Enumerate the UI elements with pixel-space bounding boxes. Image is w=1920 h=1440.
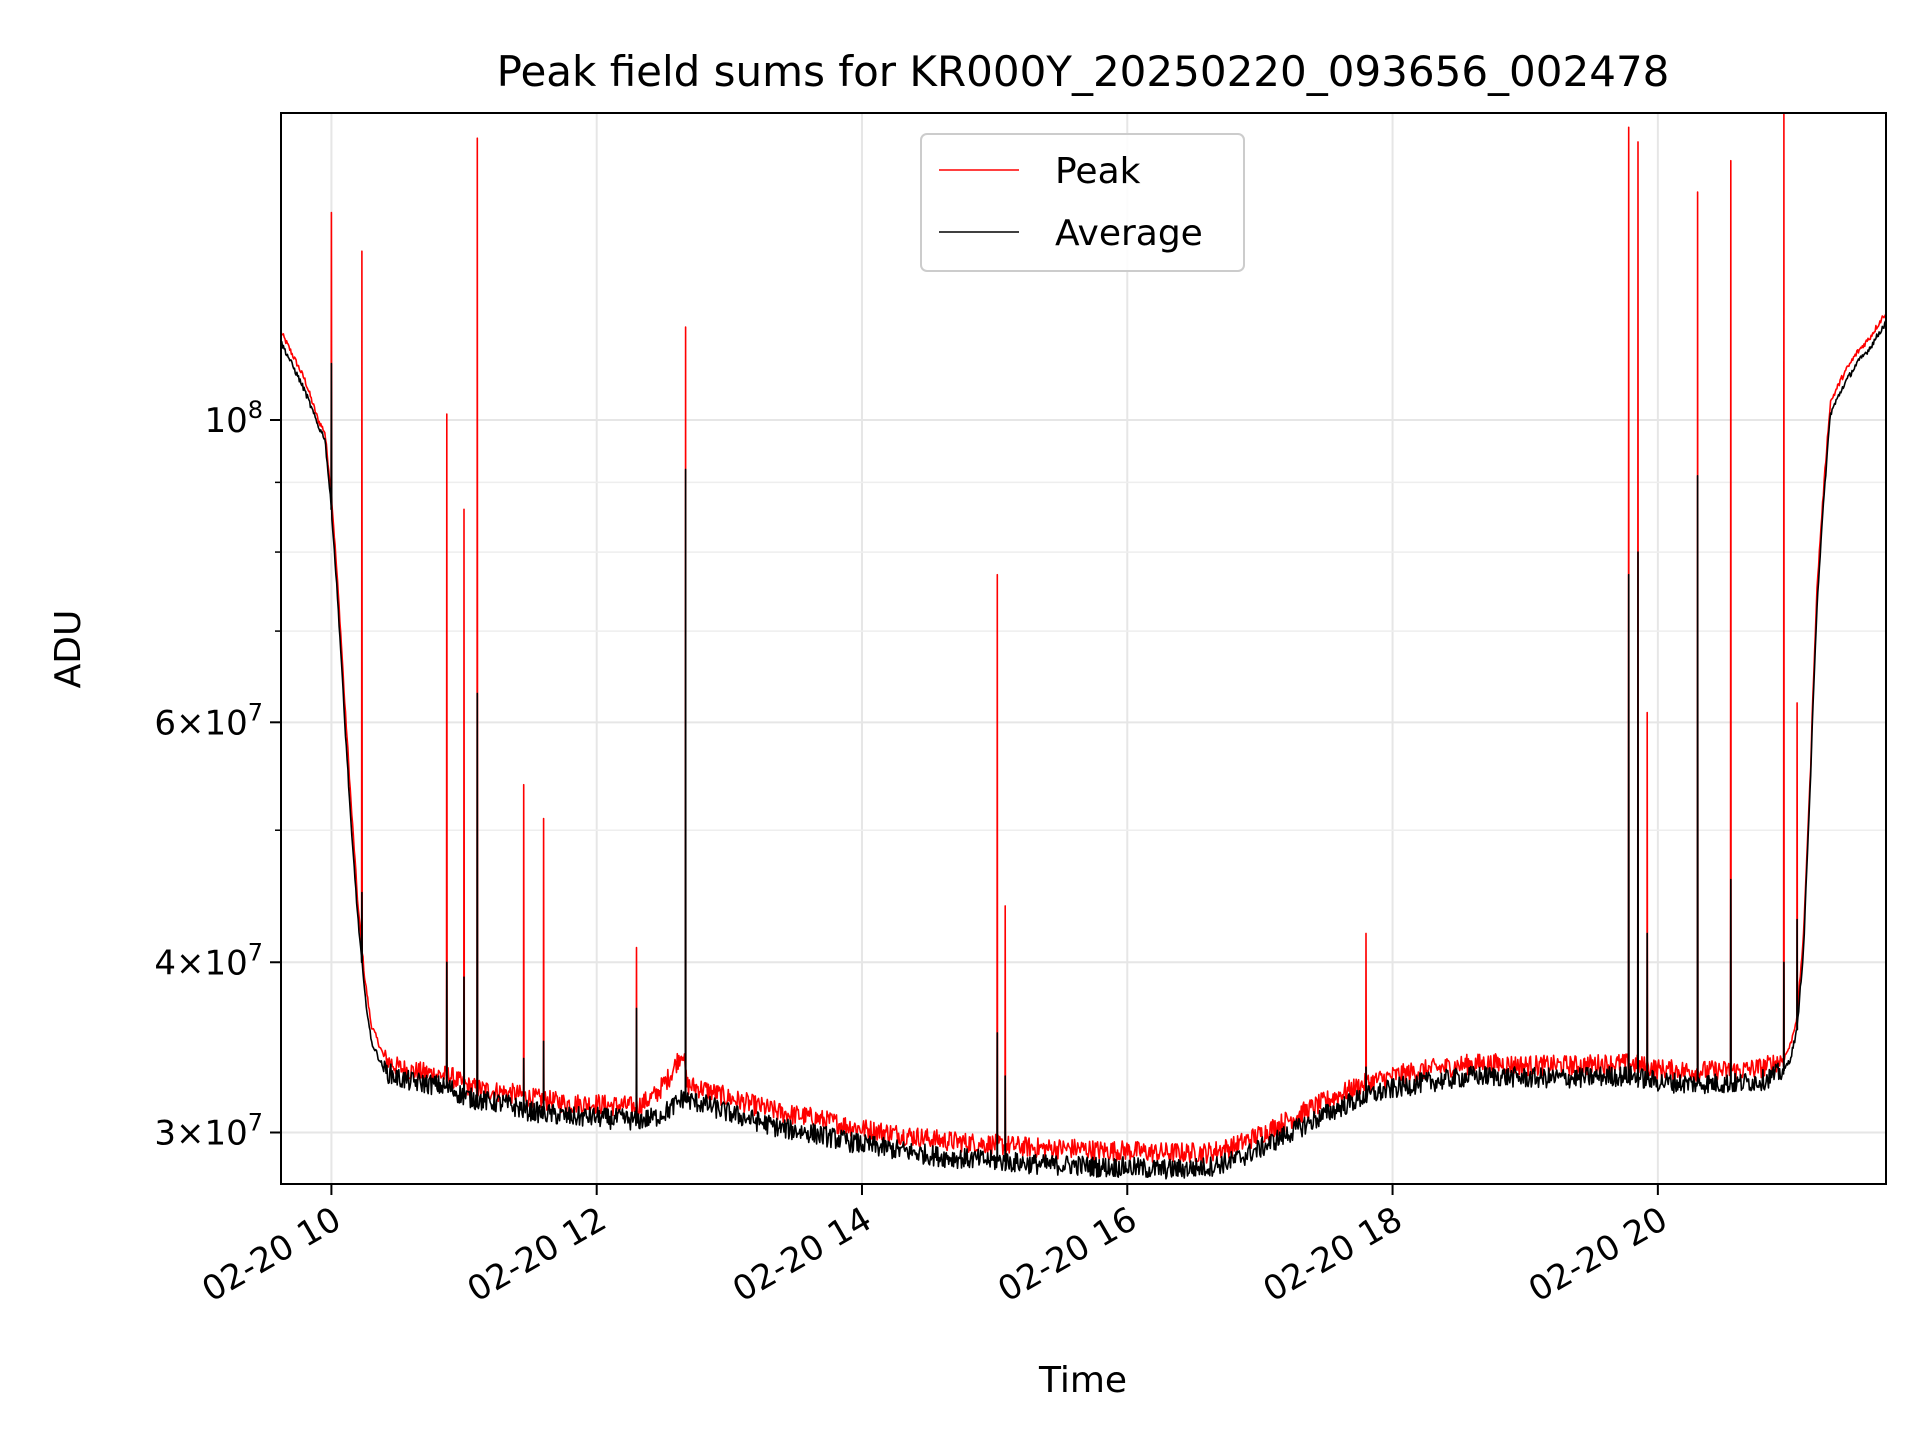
series-line-peak <box>281 113 1886 1164</box>
y-tick-label: 4×107 <box>154 938 263 983</box>
legend: Peak Average <box>920 133 1245 272</box>
y-tick-mantissa: 3 <box>154 1114 176 1154</box>
legend-label-average: Average <box>1055 213 1203 254</box>
y-tick-base: ×10 <box>176 703 248 743</box>
x-axis-title: Time <box>1038 1360 1127 1401</box>
y-tick-base: 10 <box>204 401 247 441</box>
y-tick-mantissa: 4 <box>154 943 176 983</box>
y-tick-label: 6×107 <box>154 698 263 743</box>
y-tick-label: 108 <box>204 396 263 441</box>
series-layer <box>281 113 1886 1180</box>
y-tick-exponent: 8 <box>248 396 263 424</box>
legend-label-peak: Peak <box>1055 151 1141 192</box>
y-tick-mantissa: 6 <box>154 703 176 743</box>
y-tick-exponent: 7 <box>248 938 263 966</box>
y-tick-base: ×10 <box>176 1114 248 1154</box>
series-line-average <box>281 320 1886 1180</box>
y-axis-title: ADU <box>48 610 89 689</box>
chart-title: Peak field sums for KR000Y_20250220_0936… <box>497 47 1670 96</box>
y-tick-exponent: 7 <box>248 698 263 726</box>
y-tick-base: ×10 <box>176 943 248 983</box>
plot-frame <box>280 112 1887 1185</box>
grid <box>281 113 1886 1184</box>
y-tick-exponent: 7 <box>248 1109 263 1137</box>
y-tick-label: 3×107 <box>154 1109 263 1154</box>
legend-box <box>920 133 1245 272</box>
